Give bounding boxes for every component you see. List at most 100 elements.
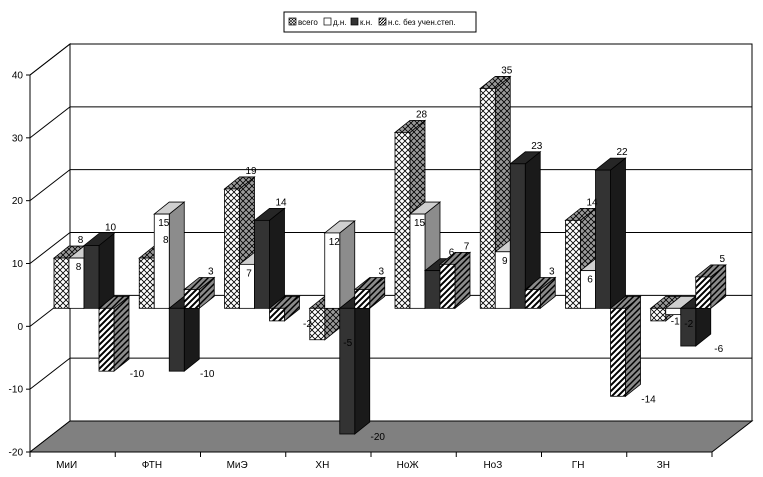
bar (168, 295, 201, 372)
data-label: 8 (163, 235, 169, 246)
legend-label-dn: д.н. (333, 18, 347, 27)
data-label: 6 (449, 248, 455, 259)
data-label: -20 (371, 432, 386, 443)
bar-front (153, 213, 170, 309)
bar-side (98, 232, 115, 310)
legend: всего д.н. к.н. н.с. без учен.степ. (283, 11, 477, 33)
bar-front (424, 270, 441, 309)
y-tick-label: 30 (12, 133, 24, 144)
data-label: 8 (76, 262, 82, 273)
bar (694, 264, 727, 310)
bar (183, 276, 216, 310)
bar-front (595, 169, 611, 309)
data-label: -2 (684, 319, 693, 330)
bar-front (324, 232, 341, 309)
data-label: -6 (714, 344, 723, 355)
bar-front (409, 213, 426, 309)
bar-front (269, 307, 285, 322)
bar-front (354, 289, 371, 309)
bar-front (509, 163, 526, 309)
chart-floor (28, 420, 754, 453)
x-tick-label: ФТН (142, 460, 162, 471)
data-label: 19 (245, 166, 257, 177)
grid-line-side (29, 357, 71, 390)
data-label: 14 (586, 197, 598, 208)
x-tick-label: МиЭ (227, 460, 248, 471)
bar (564, 207, 597, 310)
bar (97, 295, 131, 372)
grid-line-side (29, 169, 71, 202)
data-label: 3 (549, 266, 555, 277)
y-tick-label: 20 (12, 196, 24, 207)
data-label: -10 (130, 369, 145, 380)
y-tick-label: 40 (12, 71, 24, 82)
data-label: 35 (501, 65, 513, 76)
bar (609, 295, 642, 398)
bar-front (610, 307, 626, 397)
bar-front (309, 307, 326, 341)
grid-line-side (29, 43, 71, 76)
grid-line-side (29, 232, 71, 264)
y-tick-label: 10 (12, 259, 24, 270)
bar-front (53, 257, 70, 309)
y-tick-label: -10 (9, 385, 24, 396)
legend-label-total: всего (298, 18, 318, 27)
bar (268, 295, 301, 322)
bar-front (224, 188, 240, 309)
data-label: 15 (414, 218, 426, 229)
bar-front (98, 307, 115, 372)
data-labels: 8810-10815-10319714-2-512-20328156735923… (76, 65, 726, 443)
bar (323, 220, 356, 310)
data-label: -5 (343, 338, 352, 349)
data-label: 5 (719, 254, 725, 265)
legend-swatch-ns (378, 17, 387, 26)
bar-front (695, 276, 712, 309)
data-label: -2 (303, 319, 312, 330)
x-tick-label: НоЖ (397, 460, 420, 471)
y-tick-labels: -20 -10 0 10 20 30 40 (9, 71, 30, 459)
x-tick-label: НоЗ (483, 460, 502, 471)
data-label: 8 (78, 235, 84, 246)
bar-side (113, 295, 130, 372)
data-label: 7 (246, 268, 252, 279)
bar (253, 207, 286, 310)
data-label: 12 (329, 237, 341, 248)
bar-front (524, 289, 541, 309)
bar (438, 251, 472, 310)
legend-swatch-total (288, 17, 297, 26)
data-label: 6 (587, 275, 593, 286)
bar-front (565, 219, 581, 309)
bar-front (680, 307, 697, 347)
bar-front (439, 263, 456, 309)
data-label: 3 (208, 266, 214, 277)
bar-side (625, 295, 641, 398)
y-tick-label: -20 (9, 448, 24, 459)
data-label: 15 (158, 218, 170, 229)
bar (82, 232, 116, 310)
data-label: 23 (531, 141, 543, 152)
bar (153, 201, 186, 310)
bar-front (254, 219, 270, 309)
legend-swatch-dn (323, 17, 332, 26)
bars-layer (52, 75, 727, 435)
bar-side (168, 201, 185, 310)
bar-front (339, 307, 356, 435)
bar-side (610, 157, 626, 310)
data-label: 7 (464, 241, 470, 252)
x-tick-label: ЗН (657, 460, 670, 471)
bar-front (168, 307, 185, 372)
bar (524, 276, 557, 310)
plot-frame (28, 42, 754, 454)
x-tick-label: ГН (572, 460, 585, 471)
y-tick-label: 0 (17, 322, 23, 333)
data-label: 14 (275, 197, 287, 208)
data-label: 3 (378, 266, 384, 277)
bar-front (650, 307, 667, 322)
bar-side (354, 295, 371, 435)
data-label: 10 (105, 223, 117, 234)
bar-front (138, 257, 155, 309)
bar-front (665, 307, 682, 316)
bar (594, 157, 627, 310)
bar-side (269, 207, 285, 310)
